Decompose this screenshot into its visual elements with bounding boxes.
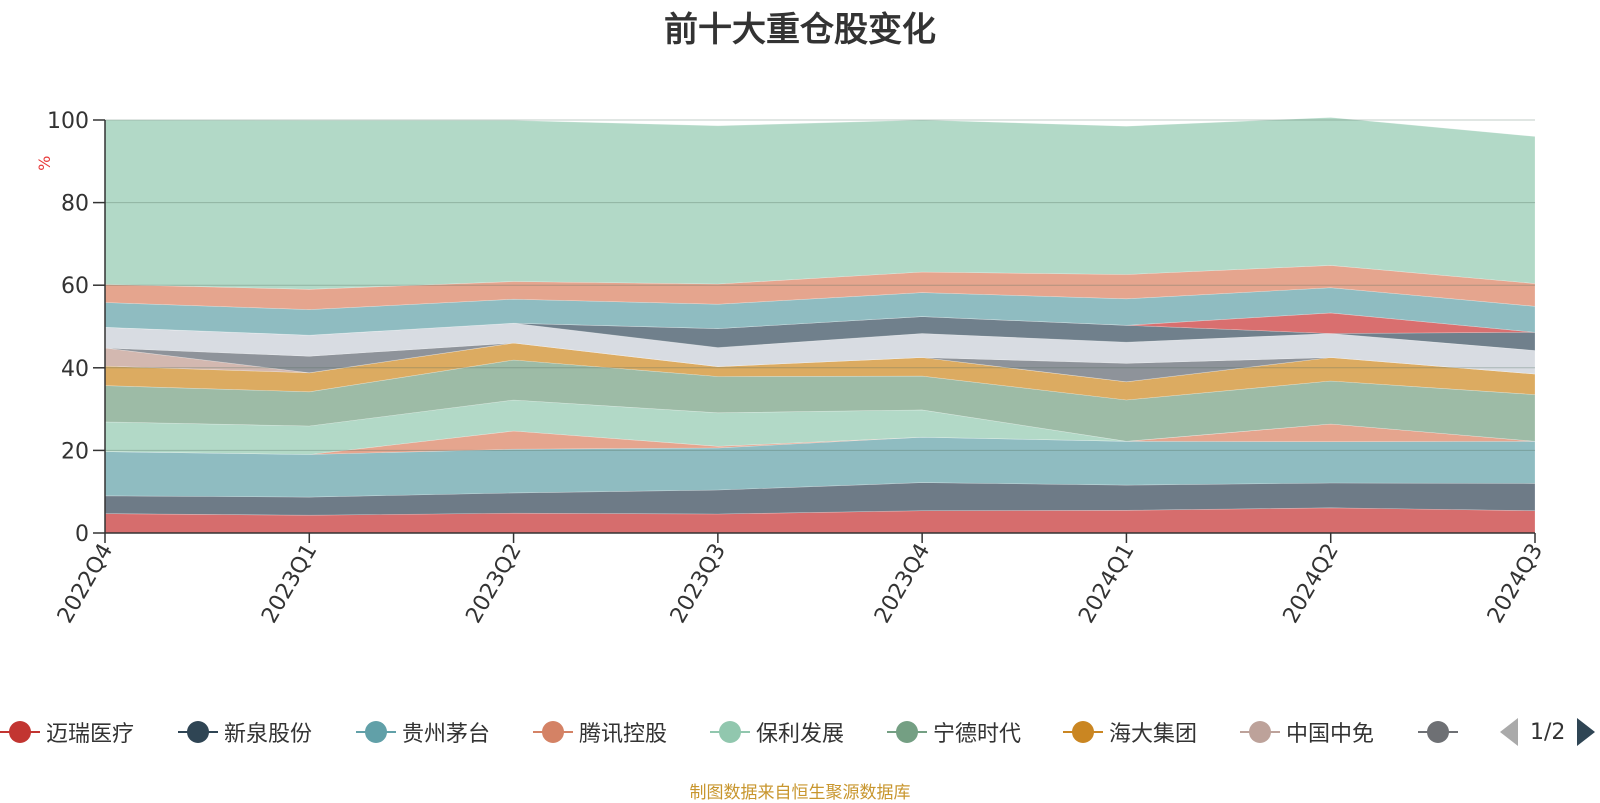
legend-marker-icon [178,720,218,744]
x-tick-label: 2022Q4 [53,540,118,628]
legend-prev-arrow-icon[interactable] [1500,718,1518,746]
series-area-6 [104,342,1536,401]
legend-label: 贵州茅台 [402,722,491,747]
legend-marker-icon [1418,720,1458,744]
legend-item[interactable]: 宁德时代 [887,712,1021,752]
legend-item[interactable]: 腾讯控股 [533,712,667,752]
y-tick-label: 0 [75,522,89,547]
legend-marker-icon [887,720,927,744]
x-tick-label: 2023Q4 [870,540,935,628]
series-area-9 [104,322,1536,375]
legend-label: 中国中免 [1286,722,1375,747]
legend-page-indicator: 1/2 [1530,719,1566,745]
legend-label: 迈瑞医疗 [46,722,135,747]
y-tick-label: 100 [47,109,89,134]
legend-item[interactable]: 贵州茅台 [356,712,490,752]
x-tick-label: 2023Q2 [461,540,526,628]
source-note: 制图数据来自恒生聚源数据库 [689,783,911,803]
legend-next-arrow-icon[interactable] [1577,718,1596,746]
x-tick-label: 2024Q3 [1483,540,1548,628]
x-tick-label: 2023Q3 [666,540,731,628]
series-area-14 [104,117,1536,290]
legend-item[interactable]: 保利发展 [710,712,844,752]
legend-label: 宁德时代 [933,722,1022,747]
x-tick-label: 2023Q1 [257,540,322,628]
y-axis-label: % [35,156,54,171]
x-tick-label: 2024Q1 [1074,540,1139,628]
legend-item[interactable]: 中国中免 [1240,712,1374,752]
grid-layer [105,119,1535,451]
stacked-area-chart: 0 20 40 60 80 100% 2022Q4 2023Q1 2023Q2 2023Q3 202… [35,109,1548,628]
area-layer [104,117,1536,534]
series-area-1 [104,482,1536,516]
legend-marker-icon [0,720,40,744]
legend-item[interactable] [1418,712,1460,752]
y-tick-label: 40 [61,357,89,382]
legend-label: 保利发展 [756,722,845,747]
chart-title: 前十大重仓股变化 [664,10,936,50]
legend-item[interactable]: 海大集团 [1063,712,1197,752]
legend-label: 新泉股份 [224,722,313,747]
legend-marker-icon [533,720,573,744]
y-tick-label: 60 [61,274,89,299]
series-area-2 [104,436,1536,498]
legend-item[interactable]: 新泉股份 [178,712,312,752]
legend-marker-icon [1063,720,1103,744]
legend-label: 腾讯控股 [579,722,668,747]
y-tick-label: 80 [61,192,89,217]
legend-item[interactable]: 迈瑞医疗 [0,712,134,752]
legend: 迈瑞医疗 新泉股份 贵州茅台 腾讯控股 保利发展 宁德时代 海大集团 中国中免 [0,712,1600,752]
legend-marker-icon [356,720,396,744]
legend-marker-icon [1240,720,1280,744]
y-tick-label: 20 [61,439,89,464]
legend-marker-icon [710,720,750,744]
x-tick-label: 2024Q2 [1279,540,1344,628]
series-area-5 [104,359,1536,442]
legend-label: 海大集团 [1109,722,1198,747]
legend-pager: 1/2 [1500,712,1596,752]
legend-items: 迈瑞医疗 新泉股份 贵州茅台 腾讯控股 保利发展 宁德时代 海大集团 中国中免 [0,712,1460,752]
